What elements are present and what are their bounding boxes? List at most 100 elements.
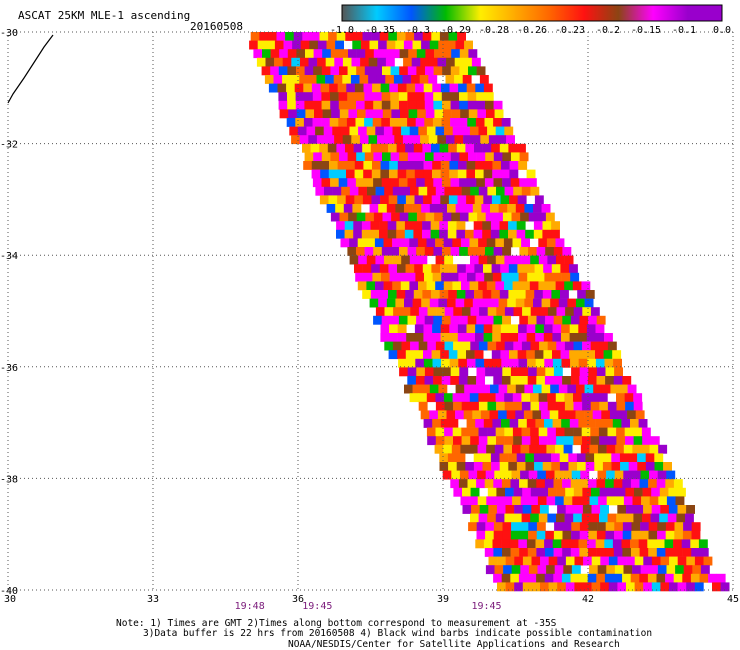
swath-cell <box>615 444 625 454</box>
swath-cell <box>421 298 431 308</box>
swath-cell <box>478 238 487 248</box>
swath-cell <box>546 238 556 248</box>
swath-cell <box>454 75 463 84</box>
swath-cell <box>483 419 493 428</box>
swath-cell <box>286 118 296 127</box>
swath-cell <box>352 204 362 213</box>
swath-cell <box>595 333 605 342</box>
swath-cell <box>337 83 347 93</box>
swath-cell <box>683 522 692 532</box>
swath-cell <box>378 298 388 308</box>
swath-cell <box>648 530 658 540</box>
swath-cell <box>479 505 489 514</box>
swath-cell <box>496 487 506 497</box>
swath-cell <box>438 384 448 394</box>
swath-cell <box>312 118 322 127</box>
swath-cell <box>526 324 536 334</box>
swath-cell <box>446 57 455 67</box>
swath-cell <box>406 358 416 368</box>
swath-cell <box>657 565 667 575</box>
swath-cell <box>573 341 583 351</box>
swath-cell <box>351 135 361 145</box>
swath-cell <box>445 135 455 145</box>
swath-cell <box>493 530 503 540</box>
swath-cell <box>533 298 542 308</box>
swath-cell <box>682 573 692 583</box>
swath-cell <box>355 272 365 282</box>
swath-cell <box>574 582 584 592</box>
swath-cell <box>640 470 650 480</box>
swath-cell <box>569 350 579 360</box>
swath-cell <box>425 152 434 162</box>
swath-cell <box>366 126 376 136</box>
swath-cell <box>490 384 499 394</box>
swath-cell <box>405 290 415 299</box>
swath-cell <box>389 161 399 170</box>
swath-cell <box>419 75 429 84</box>
swath-cell <box>448 264 458 274</box>
swath-cell <box>477 470 486 480</box>
swath-cell <box>499 290 509 299</box>
swath-cell <box>620 462 629 471</box>
swath-cell <box>415 376 425 385</box>
swath-cell <box>451 109 461 119</box>
swath-cell <box>285 32 294 41</box>
swath-cell <box>453 186 462 196</box>
swath-cell <box>463 57 473 67</box>
swath-cell <box>492 419 502 428</box>
swath-cell <box>613 376 623 385</box>
swath-cell <box>596 573 606 583</box>
swath-cell <box>421 384 431 394</box>
swath-cell <box>357 238 367 248</box>
swath-cell <box>396 229 406 239</box>
swath-cell <box>429 384 439 394</box>
swath-cell <box>475 272 485 282</box>
swath-cell <box>495 393 505 403</box>
swath-cell <box>465 229 474 239</box>
swath-cell <box>643 582 653 592</box>
swath-cell <box>513 487 523 497</box>
swath-cell <box>555 281 565 291</box>
swath-cell <box>451 212 461 222</box>
swath-cell <box>484 358 493 368</box>
swath-cell <box>354 161 364 170</box>
swath-cell <box>519 530 529 540</box>
swath-cell <box>545 315 554 325</box>
swath-cell <box>515 410 525 420</box>
swath-cell <box>571 470 581 480</box>
swath-cell <box>635 410 645 420</box>
swath-cell <box>496 186 505 196</box>
swath-cell <box>496 401 505 411</box>
swath-cell <box>639 530 649 540</box>
swath-cell <box>572 496 582 506</box>
swath-cell <box>375 186 385 196</box>
swath-cell <box>453 436 462 446</box>
swath-cell <box>485 152 495 162</box>
swath-cell <box>338 100 348 110</box>
swath-cell <box>522 556 532 566</box>
swath-cell <box>553 272 562 282</box>
swath-cell <box>489 410 499 420</box>
swath-cell <box>590 393 600 403</box>
swath-cell <box>624 513 634 523</box>
swath-cell <box>616 513 626 523</box>
swath-cell <box>428 57 438 67</box>
swath-cell <box>482 290 492 299</box>
swath-cell <box>391 49 400 59</box>
swath-cell <box>631 522 641 532</box>
swath-cell <box>638 539 648 549</box>
swath-cell <box>442 247 451 256</box>
swath-cell <box>265 57 275 67</box>
swath-cell <box>277 83 287 93</box>
swath-cell <box>561 333 570 342</box>
swath-cell <box>536 315 546 325</box>
swath-cell <box>297 126 307 136</box>
swath-cell <box>364 118 373 127</box>
swath-cell <box>409 281 419 291</box>
swath-cell <box>442 100 451 110</box>
swath-cell <box>476 479 485 489</box>
swath-cell <box>547 393 557 403</box>
swath-cell <box>359 135 369 145</box>
swath-cell <box>675 496 685 506</box>
